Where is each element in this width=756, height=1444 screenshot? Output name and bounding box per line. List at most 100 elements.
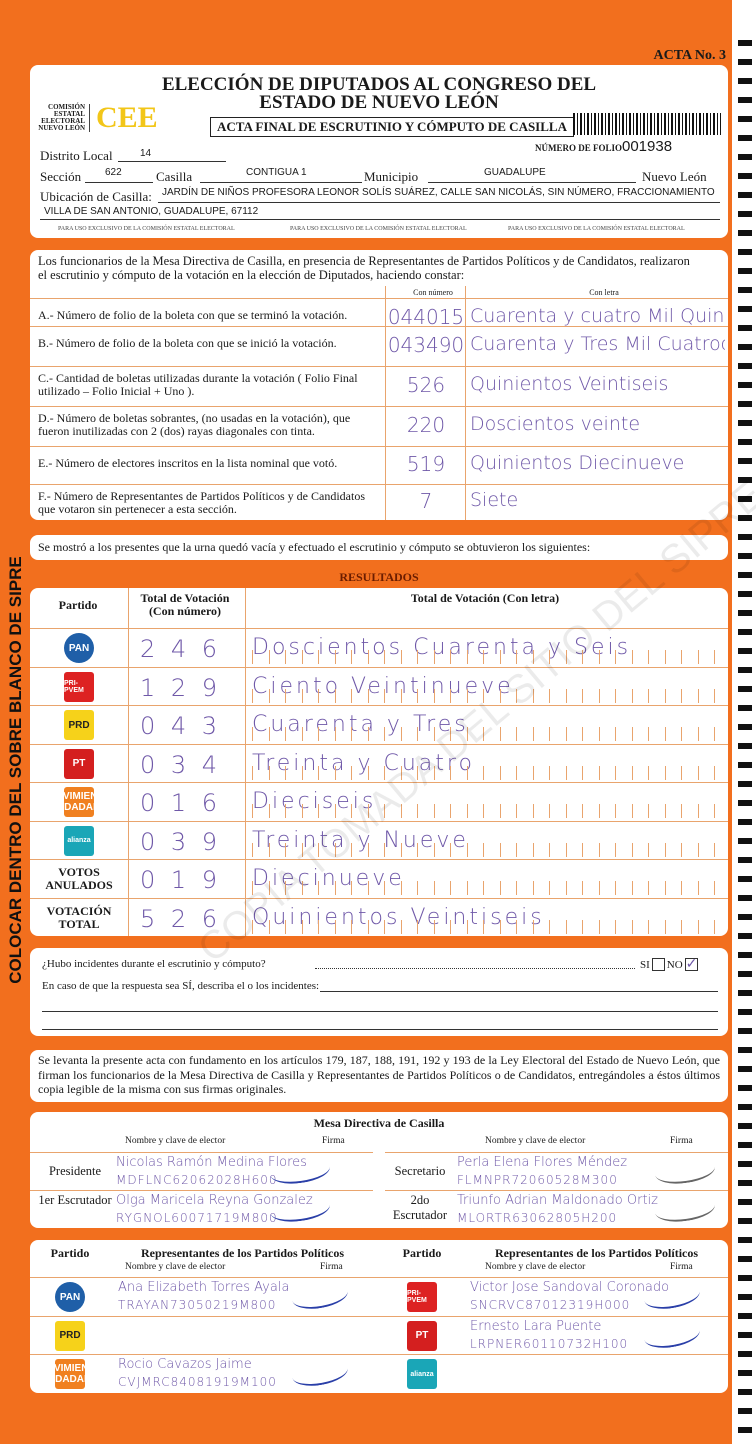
incidents-question: ¿Hubo incidentes durante el escrutinio y…: [42, 958, 266, 970]
registration-mark: [738, 173, 752, 179]
registration-mark: [738, 1161, 752, 1167]
letter-box-tick: [285, 727, 286, 741]
result-number: 0 1 9: [140, 866, 222, 894]
municipio-value: GUADALUPE: [484, 167, 546, 178]
letter-box-tick: [532, 765, 534, 780]
letter-box-tick: [499, 650, 501, 664]
letter-box-tick: [582, 804, 583, 818]
statement-panel: Se mostró a los presentes que la urna qu…: [30, 535, 728, 560]
rep-party: PRD: [30, 1317, 110, 1355]
registration-mark: [738, 667, 752, 673]
rep-party: alianza: [382, 1355, 462, 1393]
registration-mark: [738, 705, 752, 711]
letter-box-tick: [334, 688, 336, 703]
letter-box-tick: [516, 842, 517, 857]
party-logo-rep5: alianza: [407, 1359, 437, 1389]
letter-box-tick: [252, 765, 253, 780]
member-signature: [653, 1154, 717, 1188]
letter-box-tick: [384, 650, 385, 664]
party-logo-rep0: PAN: [55, 1282, 85, 1312]
intro-text: Los funcionarios de la Mesa Directiva de…: [38, 254, 724, 282]
constancia-row: F.- Número de Representantes de Partidos…: [30, 484, 728, 520]
letter-box-tick: [532, 804, 534, 818]
party-logo-text: alianza: [67, 837, 91, 844]
letter-box-tick: [417, 727, 418, 741]
registration-mark: [738, 1104, 752, 1110]
registration-mark: [738, 990, 752, 996]
letter-box-tick: [565, 881, 567, 895]
registration-mark: [738, 762, 752, 768]
letter-box-tick: [681, 919, 682, 934]
registration-mark: [738, 1294, 752, 1300]
registration-mark: [738, 1256, 752, 1262]
result-number: 0 4 3: [140, 712, 222, 740]
registration-mark: [738, 363, 752, 369]
letter-box-tick: [433, 650, 435, 664]
registration-mark: [738, 325, 752, 331]
letter-box-tick: [334, 804, 336, 818]
letter-box-tick: [631, 727, 633, 741]
letter-box-tick: [565, 688, 567, 703]
letter-box-tick: [433, 688, 435, 703]
cee-logo: COMISIÓN ESTATAL ELECTORAL NUEVO LEÓN CE…: [38, 101, 157, 135]
letter-box-tick: [598, 650, 600, 664]
result-number: 2 4 6: [140, 635, 222, 663]
letter-box-tick: [697, 727, 699, 741]
rep-party: PRI-PVEM: [382, 1278, 462, 1316]
letter-box-tick: [384, 765, 385, 780]
letter-box-tick: [252, 727, 253, 741]
letter-box-tick: [334, 650, 336, 664]
result-label: VOTOS ANULADOS: [45, 865, 113, 892]
constancia-question: B.- Número de folio de la boleta con que…: [38, 336, 337, 350]
letter-box-tick: [252, 919, 253, 934]
registration-mark: [738, 230, 752, 236]
letter-box-tick: [433, 727, 435, 741]
letter-box-tick: [648, 804, 649, 818]
letter-box-tick: [384, 919, 385, 934]
registration-mark: [738, 743, 752, 749]
registration-mark: [738, 401, 752, 407]
registration-mark: [738, 800, 752, 806]
letter-box-tick: [664, 842, 666, 857]
result-row: PRD 0 4 3 Cuarenta y Tres: [30, 705, 728, 743]
letter-box-tick: [516, 650, 517, 664]
registration-mark: [738, 648, 752, 654]
result-words: Cuarenta y Tres: [252, 712, 469, 737]
rep-signature: [642, 1317, 702, 1352]
ubicacion-line-1: JARDÍN DE NIÑOS PROFESORA LEONOR SOLÍS S…: [162, 187, 715, 198]
result-words: Treinta y Cuatro: [252, 750, 475, 776]
registration-mark: [738, 1275, 752, 1281]
legal-text: Se levanta la presente acta con fundamen…: [38, 1053, 720, 1096]
rep-name: Ernesto Lara Puente: [470, 1318, 602, 1334]
title-line-1: ELECCIÓN DE DIPUTADOS AL CONGRESO DEL: [161, 74, 597, 95]
letter-box-tick: [252, 881, 253, 895]
results-table: Partido Total de Votación (Con número) T…: [30, 588, 728, 936]
letter-box-tick: [367, 650, 369, 664]
letter-box-tick: [714, 842, 715, 857]
letter-box-tick: [714, 765, 715, 780]
registration-mark: [738, 1199, 752, 1205]
member-name: Triunfo Adrian Maldonado Ortiz: [457, 1193, 658, 1208]
letter-box-tick: [252, 842, 253, 857]
member-name: Nicolas Ramón Medina Flores: [116, 1155, 307, 1170]
letter-box-tick: [417, 804, 418, 818]
letter-box-tick: [697, 842, 699, 857]
si-checkbox[interactable]: [651, 958, 665, 971]
side-instruction: COLOCAR DENTRO DEL SOBRE BLANCO DE SIPRE: [4, 556, 28, 984]
letter-box-tick: [268, 688, 270, 703]
letter-box-tick: [615, 842, 616, 857]
title-line-2: ESTADO DE NUEVO LEÓN: [259, 92, 499, 113]
no-checkbox-checked[interactable]: ✓: [684, 957, 698, 972]
letter-box-tick: [367, 804, 369, 818]
incidents-panel: ¿Hubo incidentes durante el escrutinio y…: [30, 948, 728, 1036]
letter-box-tick: [367, 881, 369, 895]
registration-mark: [738, 1085, 752, 1091]
letter-box-tick: [582, 688, 583, 703]
col-firma: Firma: [322, 1136, 345, 1146]
constancia-number: 526: [406, 373, 446, 397]
letter-box-tick: [450, 804, 451, 818]
letter-box-tick: [631, 919, 633, 934]
no-label: NO: [666, 958, 683, 971]
result-row: PRI-PVEM 1 2 9 Ciento Veintinueve: [30, 666, 728, 705]
letter-box-tick: [417, 650, 418, 664]
